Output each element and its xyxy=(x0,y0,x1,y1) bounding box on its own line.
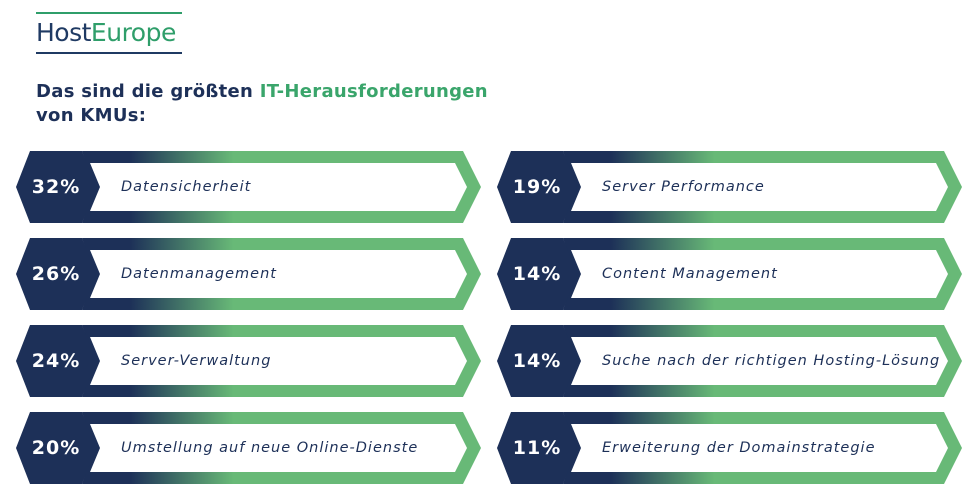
value-label: 14% xyxy=(512,350,562,372)
card-inner xyxy=(571,250,948,298)
logo-line-bottom xyxy=(36,52,182,54)
card-shape xyxy=(16,325,481,397)
card-shape xyxy=(497,238,962,310)
value-label: 32% xyxy=(31,176,81,198)
logo-host-text: Host xyxy=(36,18,91,47)
value-label: 20% xyxy=(31,437,81,459)
challenge-card: 24% Server-Verwaltung xyxy=(16,325,481,397)
title-line1-accent: IT-Herausforderungen xyxy=(259,81,488,102)
challenge-card: 14% Content Management xyxy=(497,238,962,310)
category-label: Datensicherheit xyxy=(121,179,252,195)
card-inner xyxy=(571,424,948,472)
value-badge xyxy=(16,412,96,484)
value-label: 14% xyxy=(512,263,562,285)
value-label: 11% xyxy=(512,437,562,459)
page-title: Das sind die größten IT-Herausforderunge… xyxy=(36,80,488,128)
value-badge xyxy=(497,325,577,397)
value-badge xyxy=(497,151,577,223)
card-shape xyxy=(16,238,481,310)
value-badge xyxy=(16,325,96,397)
card-shape xyxy=(497,325,962,397)
value-badge xyxy=(16,238,96,310)
category-label: Content Management xyxy=(602,266,778,282)
category-label: Erweiterung der Domainstrategie xyxy=(602,440,876,456)
value-label: 24% xyxy=(31,350,81,372)
card-shape xyxy=(16,412,481,484)
value-badge xyxy=(16,151,96,223)
value-badge xyxy=(497,238,577,310)
card-shape xyxy=(497,151,962,223)
challenge-card: 20% Umstellung auf neue Online-Dienste xyxy=(16,412,481,484)
card-inner xyxy=(90,337,467,385)
challenge-card: 11% Erweiterung der Domainstrategie xyxy=(497,412,962,484)
host-europe-logo: HostEurope xyxy=(36,12,182,54)
logo-europe-text: Europe xyxy=(90,18,176,47)
category-label: Umstellung auf neue Online-Dienste xyxy=(121,440,419,456)
challenge-card: 19% Server Performance xyxy=(497,151,962,223)
category-label: Server Performance xyxy=(602,179,765,195)
card-inner xyxy=(90,163,467,211)
logo-line-top xyxy=(36,12,182,14)
card-shape xyxy=(497,412,962,484)
value-label: 26% xyxy=(31,263,81,285)
card-inner xyxy=(571,337,948,385)
challenge-card: 32% Datensicherheit xyxy=(16,151,481,223)
category-label: Server-Verwaltung xyxy=(121,353,272,369)
value-badge xyxy=(497,412,577,484)
card-inner xyxy=(90,424,467,472)
category-label: Datenmanagement xyxy=(121,266,277,282)
card-shape xyxy=(16,151,481,223)
challenge-card: 14% Suche nach der richtigen Hosting-Lös… xyxy=(497,325,962,397)
logo-wordmark: HostEurope xyxy=(36,14,182,52)
value-label: 19% xyxy=(512,176,562,198)
title-line1-plain: Das sind die größten xyxy=(36,81,260,102)
card-inner xyxy=(90,250,467,298)
category-label: Suche nach der richtigen Hosting-Lösung xyxy=(602,353,941,369)
title-line2: von KMUs: xyxy=(36,105,147,126)
card-inner xyxy=(571,163,948,211)
challenge-card: 26% Datenmanagement xyxy=(16,238,481,310)
